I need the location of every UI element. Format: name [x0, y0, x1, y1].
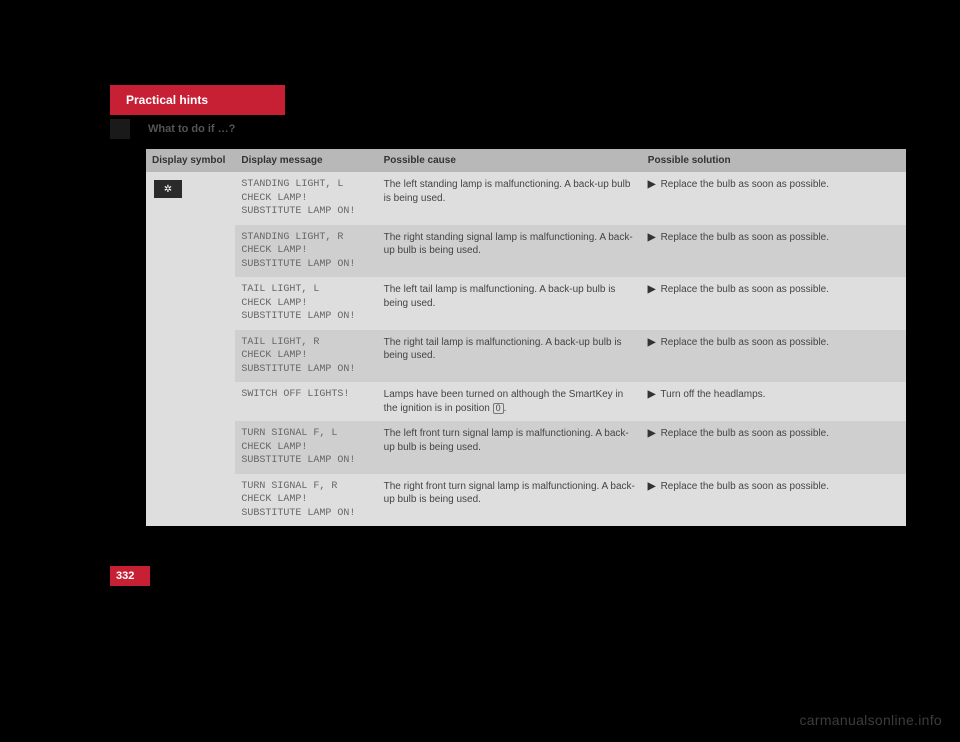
possible-cause-cell: The right front turn signal lamp is malf…: [378, 474, 642, 527]
sub-header: What to do if …?: [110, 115, 830, 149]
watermark: carmanualsonline.info: [800, 712, 943, 728]
display-message-cell: STANDING LIGHT, RCHECK LAMP!SUBSTITUTE L…: [235, 225, 377, 278]
possible-solution-cell: ▶ Replace the bulb as soon as possible.: [642, 172, 906, 225]
sub-header-marker: [110, 119, 130, 139]
lamp-icon: ✲: [154, 180, 182, 198]
solution-text: Replace the bulb as soon as possible.: [658, 337, 829, 348]
bullet-arrow-icon: ▶: [648, 480, 658, 494]
col-possible-cause: Possible cause: [378, 149, 642, 172]
bullet-arrow-icon: ▶: [648, 427, 658, 441]
possible-solution-cell: ▶ Replace the bulb as soon as possible.: [642, 330, 906, 383]
page-number: 332: [110, 566, 150, 586]
section-tab: Practical hints: [110, 85, 285, 115]
possible-solution-cell: ▶ Replace the bulb as soon as possible.: [642, 225, 906, 278]
solution-text: Replace the bulb as soon as possible.: [658, 232, 829, 243]
solution-text: Turn off the headlamps.: [658, 389, 766, 400]
solution-text: Replace the bulb as soon as possible.: [658, 284, 829, 295]
possible-cause-cell: The left standing lamp is malfunctioning…: [378, 172, 642, 225]
possible-solution-cell: ▶ Replace the bulb as soon as possible.: [642, 421, 906, 474]
table-row: TURN SIGNAL F, RCHECK LAMP!SUBSTITUTE LA…: [146, 474, 906, 527]
display-message-cell: STANDING LIGHT, LCHECK LAMP!SUBSTITUTE L…: [235, 172, 377, 225]
possible-solution-cell: ▶ Replace the bulb as soon as possible.: [642, 474, 906, 527]
display-message-cell: TURN SIGNAL F, RCHECK LAMP!SUBSTITUTE LA…: [235, 474, 377, 527]
display-message-cell: TAIL LIGHT, LCHECK LAMP!SUBSTITUTE LAMP …: [235, 277, 377, 330]
display-symbol-cell: ✲: [146, 172, 235, 526]
solution-text: Replace the bulb as soon as possible.: [658, 428, 829, 439]
page-container: Practical hints What to do if …? Display…: [110, 85, 830, 586]
sub-header-text: What to do if …?: [148, 123, 235, 135]
possible-solution-cell: ▶ Turn off the headlamps.: [642, 382, 906, 421]
table-header-row: Display symbol Display message Possible …: [146, 149, 906, 172]
possible-cause-cell: The right standing signal lamp is malfun…: [378, 225, 642, 278]
table-row: SWITCH OFF LIGHTS!Lamps have been turned…: [146, 382, 906, 421]
possible-cause-cell: The right tail lamp is malfunctioning. A…: [378, 330, 642, 383]
diagnostic-table: Display symbol Display message Possible …: [146, 149, 906, 526]
display-message-cell: TAIL LIGHT, RCHECK LAMP!SUBSTITUTE LAMP …: [235, 330, 377, 383]
display-message-cell: SWITCH OFF LIGHTS!: [235, 382, 377, 421]
bullet-arrow-icon: ▶: [648, 231, 658, 245]
ignition-position-key: 0: [493, 403, 504, 414]
display-message-cell: TURN SIGNAL F, LCHECK LAMP!SUBSTITUTE LA…: [235, 421, 377, 474]
table-row: TAIL LIGHT, RCHECK LAMP!SUBSTITUTE LAMP …: [146, 330, 906, 383]
table-row: TAIL LIGHT, LCHECK LAMP!SUBSTITUTE LAMP …: [146, 277, 906, 330]
possible-cause-cell: The left tail lamp is malfunctioning. A …: [378, 277, 642, 330]
bullet-arrow-icon: ▶: [648, 178, 658, 192]
table-row: TURN SIGNAL F, LCHECK LAMP!SUBSTITUTE LA…: [146, 421, 906, 474]
table-row: STANDING LIGHT, RCHECK LAMP!SUBSTITUTE L…: [146, 225, 906, 278]
table-row: ✲ STANDING LIGHT, LCHECK LAMP!SUBSTITUTE …: [146, 172, 906, 225]
solution-text: Replace the bulb as soon as possible.: [658, 179, 829, 190]
possible-cause-cell: The left front turn signal lamp is malfu…: [378, 421, 642, 474]
solution-text: Replace the bulb as soon as possible.: [658, 481, 829, 492]
bullet-arrow-icon: ▶: [648, 283, 658, 297]
possible-cause-cell: Lamps have been turned on although the S…: [378, 382, 642, 421]
bullet-arrow-icon: ▶: [648, 388, 658, 402]
col-display-symbol: Display symbol: [146, 149, 235, 172]
col-possible-solution: Possible solution: [642, 149, 906, 172]
bullet-arrow-icon: ▶: [648, 336, 658, 350]
col-display-message: Display message: [235, 149, 377, 172]
table-body: ✲ STANDING LIGHT, LCHECK LAMP!SUBSTITUTE …: [146, 172, 906, 526]
possible-solution-cell: ▶ Replace the bulb as soon as possible.: [642, 277, 906, 330]
